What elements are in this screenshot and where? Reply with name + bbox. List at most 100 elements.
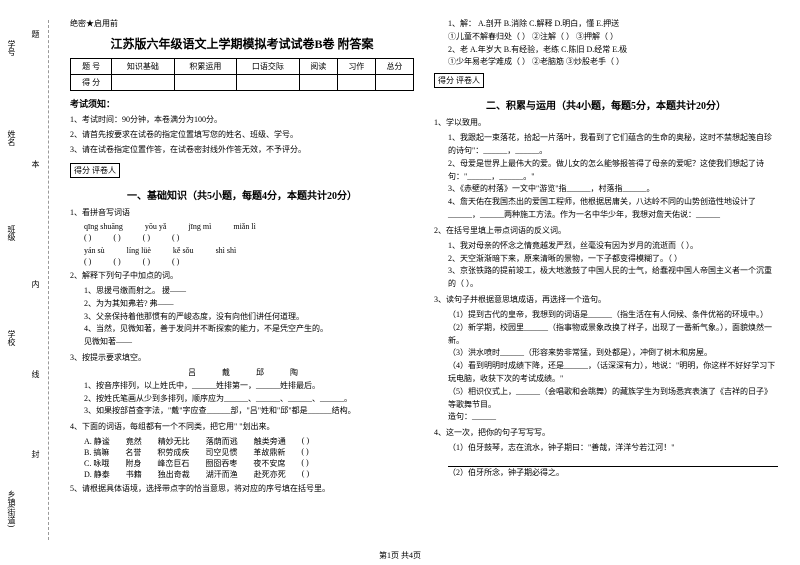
q2-l5: 见微知著——: [84, 336, 414, 349]
py: yōu yǎ: [145, 222, 167, 231]
section2-title: 二、积累与运用（共4小题，每题5分，本题共计20分）: [434, 97, 778, 112]
s2q1-l3: 3、《赤壁的村落》一文中"游览"指______，村落指______。: [448, 183, 778, 196]
pinyin-row-1: qīng shuāng yōu yǎ jīng mì miǎn lì: [84, 222, 414, 231]
blank[interactable]: ( ): [143, 233, 150, 242]
blank-row-2: ( ) ( ) ( ) ( ): [84, 257, 414, 266]
paren[interactable]: ( ): [302, 469, 309, 480]
blank[interactable]: ( ): [113, 257, 120, 266]
score-cell[interactable]: [174, 75, 237, 91]
q2-l1: 1、思援弓缴而射之。 援——: [84, 285, 414, 298]
paren[interactable]: ( ): [301, 447, 308, 458]
py: yán sù: [84, 246, 105, 255]
s2q3-l2: （2）新学期，校园里______（指事物或景象改换了样子，出现了一番新气象。），…: [448, 322, 778, 348]
blank[interactable]: ( ): [172, 257, 179, 266]
q3-l2: 2、按姓氏笔画从少到多排列，顺序应为______、______、______、_…: [84, 393, 414, 406]
page-body: 绝密★启用前 江苏版六年级语文上学期模拟考试试卷B卷 附答案 题 号 知识基础 …: [0, 0, 800, 540]
opt: 夜不安席: [253, 458, 285, 469]
opt: A. 静谧: [84, 436, 110, 447]
s2q3-stem: 3、读句子并根据意思填成语，再选择一个造句。: [434, 294, 778, 306]
opt: 名誉: [125, 447, 141, 458]
score-cell[interactable]: [237, 75, 300, 91]
exam-title: 江苏版六年级语文上学期模拟考试试卷B卷 附答案: [70, 35, 414, 52]
opt: 湖汗而渔: [206, 469, 238, 480]
s2q3-l5: （5）相识仪式上，______（会唱歌和会跳舞）的藏族学生为到场悉宾表演了《吉祥…: [448, 386, 778, 412]
py: shì shì: [216, 246, 237, 255]
q4-r4: D. 静泰 书籍 独出奇裁 湖汗而渔 赴死亦死 ( ): [84, 469, 414, 480]
th-1: 知识基础: [112, 59, 175, 75]
fold-mark-3: 内: [30, 280, 41, 288]
q2-l4: 4、当然，见微知著，善于发问并不断探索的能力，不是凭空产生的。: [84, 323, 414, 336]
score-cell[interactable]: [337, 75, 375, 91]
s2q1-l2: 2、母爱是世界上最伟大的爱。做儿女的怎么能够报答得了母亲的爱呢？这使我们想起了诗…: [448, 158, 778, 184]
opt: 触类旁通: [254, 436, 286, 447]
bind-label-town: 乡镇(街道): [6, 490, 17, 527]
s2q2-l3: 3、京张铁路的提前竣工，极大地激鼓了中国人民的士气，给蠢视中国人帝国主义者一个沉…: [448, 265, 778, 291]
paren[interactable]: ( ): [302, 436, 309, 447]
opt[interactable]: ③押解（ ）: [576, 32, 618, 41]
score-cell[interactable]: [375, 75, 413, 91]
page-footer: 第1页 共4页: [0, 550, 800, 561]
q2-l2: 2、为为其知弗若? 弗——: [84, 298, 414, 311]
s2q2-l1: 1、我对母亲的怀念之情竟越发严烈，丝毫没有因为岁月的流逝而（ ）。: [448, 240, 778, 253]
score-value-row: 得 分: [71, 75, 414, 91]
fold-mark-1: 题: [30, 30, 41, 38]
notice-3: 3、请在试卷指定位置作答，在试卷密封线外作答无效，不予评分。: [70, 144, 414, 155]
opt: B. 搞嘛: [84, 447, 109, 458]
binding-column: 学号 姓名 班级 学校 乡镇(街道) 题 本 内 线 封: [0, 0, 55, 565]
q5-stem: 5、请根据具体语境，选择带点字的恰当意思，将对应的序号填在括号里。: [70, 483, 414, 495]
left-column: 绝密★启用前 江苏版六年级语文上学期模拟考试试卷B卷 附答案 题 号 知识基础 …: [60, 18, 424, 536]
py: líng lüè: [127, 246, 151, 255]
bind-label-school: 学校: [6, 330, 17, 346]
blank[interactable]: ( ): [172, 233, 179, 242]
s2q2-stem: 2、在括号里填上带点词语的反义词。: [434, 225, 778, 237]
th-5: 习作: [337, 59, 375, 75]
opt[interactable]: ②注解（ ）: [532, 32, 574, 41]
notice-2: 2、请首先按要求在试卷的指定位置填写您的姓名、班级、学号。: [70, 129, 414, 140]
q5c-l2: 2、老 A.年岁大 B.有经验，老练 C.陈旧 D.经常 E.极: [448, 44, 778, 57]
q4-stem: 4、下面的词语，每组都有一个不同类，把它用" "划出来。: [70, 421, 414, 433]
py: jīng mì: [188, 222, 211, 231]
opt: 竟然: [126, 436, 142, 447]
s2q3-l4: （4）看到明明时成绩下降，还是______，（话深深有力），地说："明明，你这样…: [448, 360, 778, 386]
py: miǎn lì: [233, 222, 255, 231]
score-cell[interactable]: [299, 75, 337, 91]
blank[interactable]: ( ): [143, 257, 150, 266]
py: qīng shuāng: [84, 222, 123, 231]
q3-row: 吕 戴 邱 陶: [84, 367, 414, 380]
py: kě sǒu: [173, 246, 194, 255]
s2q4-l1: （1）伯牙鼓琴，志在流水，钟子期曰："善哉，洋洋兮若江河！": [448, 442, 778, 455]
s2q1-l4: 4、詹天佑在我国杰出的爱国工程师，他根据居庸关，八达岭不同的山势创造性地设计了_…: [448, 196, 778, 222]
th-3: 口语交际: [237, 59, 300, 75]
fold-mark-4: 线: [30, 370, 41, 378]
blank[interactable]: ( ): [84, 257, 91, 266]
q4-r3: C. 咏哦 附身 峰峦巨石 囫囵吞枣 夜不安席 ( ): [84, 458, 414, 469]
opt: 革故鼎新: [253, 447, 285, 458]
q3-l1: 1、按音序排列，以上姓氏中，______姓排第一，______姓排最后。: [84, 380, 414, 393]
notice-heading: 考试须知：: [70, 97, 414, 110]
opt[interactable]: ②老脑筋 ③炒股老手（ ）: [532, 57, 624, 66]
s2q4-l3: （2）伯牙所念，钟子期必得之。: [448, 467, 778, 480]
blank[interactable]: ( ): [113, 233, 120, 242]
opt: C. 咏哦: [84, 458, 109, 469]
q3-stem: 3、按提示要求填空。: [70, 352, 414, 364]
fold-mark-2: 本: [30, 160, 41, 168]
score-cell[interactable]: [112, 75, 175, 91]
s2q4-blank[interactable]: [448, 455, 778, 467]
s2q1-l1: 1、我跟起一束落花，拾起一片落叶，我看到了它们蕴含的生命的奥秘，这时不禁想起笺自…: [448, 132, 778, 158]
opt[interactable]: ①儿童不解春归处（ ）: [448, 32, 530, 41]
blank[interactable]: ( ): [84, 233, 91, 242]
opt: 独出奇裁: [158, 469, 190, 480]
q5c-l1: 1、解： A.剖开 B.消除 C.解释 D.明白，懂 E.押送: [448, 18, 778, 31]
right-column: 1、解： A.剖开 B.消除 C.解释 D.明白，懂 E.押送 ①儿童不解春归处…: [424, 18, 788, 536]
th-0: 题 号: [71, 59, 112, 75]
bind-label-class: 班级: [6, 225, 17, 241]
q2-l3: 3、父亲保持着他那惯有的严峻态度，没有向他们讲任何道理。: [84, 311, 414, 324]
opt[interactable]: ①少年易老学难成（ ）: [448, 57, 530, 66]
bind-label-id: 学号: [6, 40, 17, 56]
s2q3-l1: （1）提到古代的皇帝，我想到的词语是______（指生活在有人伺候、条件优裕的环…: [448, 309, 778, 322]
section1-title: 一、基础知识（共5小题，每题4分，本题共计20分）: [70, 187, 414, 202]
score-header-row: 题 号 知识基础 积累运用 口语交际 阅读 习作 总分: [71, 59, 414, 75]
opt: 落荫而逃: [206, 436, 238, 447]
s2q2-l2: 2、天空渐渐暗下来，原来清晰的景物，一下子都变得模糊了。（ ）: [448, 253, 778, 266]
paren[interactable]: ( ): [301, 458, 308, 469]
